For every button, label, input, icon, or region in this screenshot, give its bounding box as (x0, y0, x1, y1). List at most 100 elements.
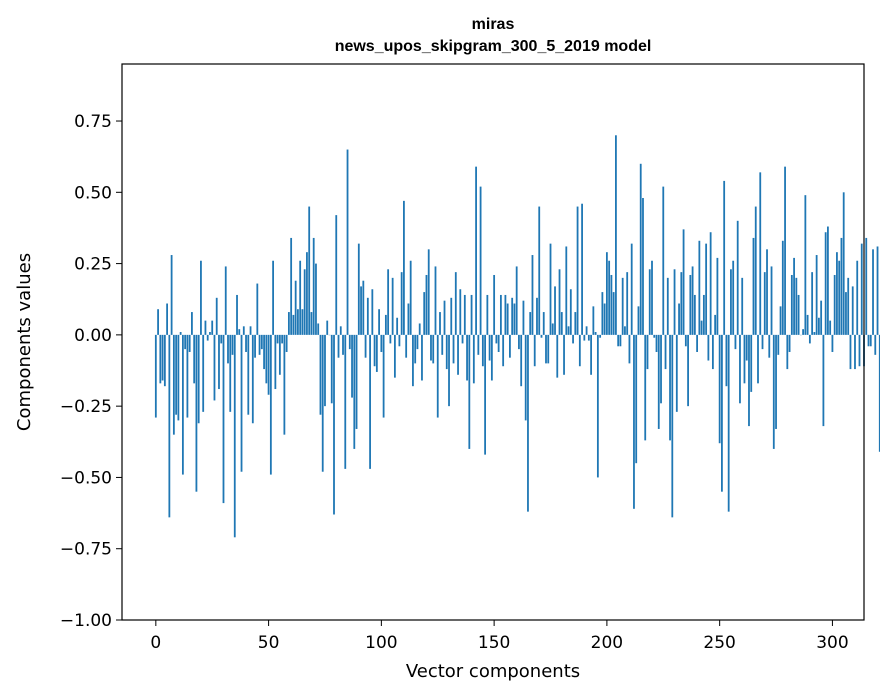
bar-154 (502, 334, 505, 367)
bar-163 (522, 300, 525, 335)
bar-115 (414, 334, 417, 364)
bar-197 (599, 334, 602, 338)
bar-37 (238, 329, 241, 335)
bar-43 (251, 334, 254, 424)
bar-166 (529, 312, 532, 335)
bar-19 (197, 334, 200, 424)
bar-56 (281, 334, 284, 344)
bar-300 (831, 334, 834, 352)
bar-246 (709, 232, 712, 335)
bar-304 (840, 237, 843, 335)
bar-142 (475, 166, 477, 335)
bar-68 (308, 206, 311, 335)
bar-73 (319, 334, 322, 415)
bar-6 (168, 334, 171, 518)
bar-190 (583, 334, 586, 341)
bar-196 (596, 334, 599, 478)
bar-161 (518, 334, 520, 350)
bar-193 (590, 334, 592, 375)
bar-283 (793, 257, 795, 335)
bar-240 (696, 334, 698, 352)
x-tick-label: 100 (365, 633, 397, 653)
bar-7 (170, 255, 173, 335)
bar-1 (157, 309, 159, 335)
bar-78 (330, 334, 333, 404)
bar-311 (856, 260, 859, 335)
bar-74 (321, 334, 324, 472)
bar-132 (452, 334, 455, 364)
bar-103 (387, 269, 390, 335)
bar-273 (770, 266, 773, 335)
bar-160 (515, 266, 518, 335)
y-tick-label: −1.00 (60, 611, 112, 631)
bar-271 (766, 249, 768, 335)
bar-202 (610, 274, 613, 335)
bar-276 (777, 334, 780, 355)
bar-275 (775, 334, 777, 429)
bar-18 (195, 334, 198, 492)
bar-80 (335, 215, 338, 335)
bar-198 (601, 292, 604, 335)
bar-192 (587, 334, 590, 341)
bar-252 (723, 180, 726, 335)
x-axis-label: Vector components (406, 661, 580, 682)
bar-26 (213, 334, 216, 401)
bar-257 (734, 334, 737, 350)
bar-134 (457, 334, 459, 375)
bar-167 (531, 255, 534, 335)
bar-216 (642, 198, 644, 335)
bar-199 (603, 303, 606, 335)
bar-29 (220, 334, 223, 344)
bar-171 (540, 334, 543, 338)
bar-57 (283, 334, 286, 435)
bar-152 (497, 334, 500, 352)
chart-title: miras (472, 16, 515, 33)
bar-88 (353, 334, 356, 449)
bar-102 (384, 314, 387, 335)
y-tick-label: 0.75 (74, 112, 112, 132)
bar-242 (700, 320, 703, 335)
bar-42 (249, 326, 252, 335)
bar-21 (202, 334, 205, 412)
bar-51 (269, 334, 272, 475)
bar-177 (554, 286, 556, 335)
bar-243 (702, 294, 705, 335)
chart-subtitle: news_upos_skipgram_300_5_2019 model (335, 38, 652, 55)
bar-176 (551, 323, 554, 335)
bar-135 (459, 289, 462, 335)
bar-210 (628, 334, 631, 364)
bar-209 (626, 272, 629, 335)
bar-298 (827, 226, 829, 335)
bar-162 (520, 334, 523, 387)
bar-297 (824, 232, 827, 335)
x-tick-label: 150 (478, 633, 510, 653)
bar-201 (608, 260, 611, 335)
bar-281 (788, 334, 791, 352)
bar-93 (364, 334, 367, 358)
bar-305 (842, 192, 845, 335)
bar-137 (463, 294, 466, 335)
bar-214 (637, 306, 640, 335)
bar-150 (493, 274, 496, 335)
bar-303 (838, 260, 841, 335)
bar-218 (646, 334, 649, 370)
bar-31 (224, 266, 227, 335)
bar-46 (258, 334, 261, 355)
bar-149 (490, 334, 493, 381)
bar-40 (245, 334, 247, 352)
bar-258 (736, 220, 739, 335)
bar-9 (175, 334, 178, 415)
bar-44 (254, 334, 256, 358)
y-axis-ticks: −1.00 −0.75 −0.50 −0.25 0.00 0.25 0.50 0.75 (60, 112, 122, 631)
bar-147 (486, 294, 489, 335)
bar-140 (470, 294, 473, 335)
bar-285 (797, 294, 800, 335)
bar-263 (748, 334, 750, 427)
bar-45 (256, 283, 259, 335)
bar-109 (400, 272, 403, 335)
bar-284 (795, 277, 798, 335)
bar-27 (215, 297, 218, 335)
bar-260 (741, 277, 744, 335)
bar-33 (229, 334, 232, 412)
bar-321 (878, 334, 880, 452)
